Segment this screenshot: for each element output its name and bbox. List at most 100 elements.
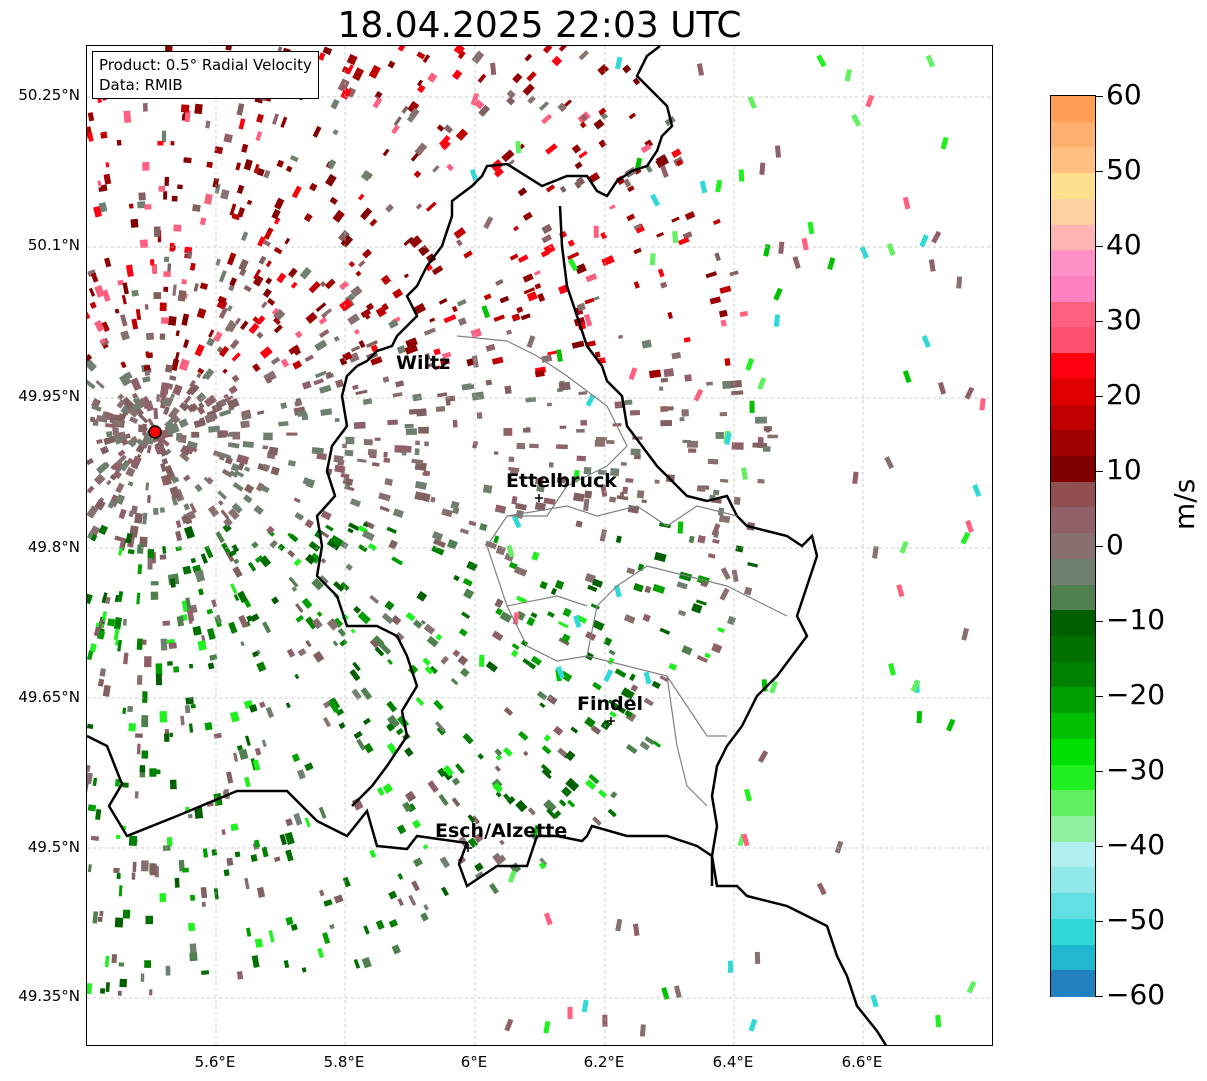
echo-cell [158,185,166,192]
echo-cell [89,416,96,423]
echo-cell [561,633,571,643]
echo-cell [393,116,402,126]
echo-cell [514,502,527,511]
echo-cell [495,791,502,798]
echo-cell [639,1024,646,1037]
echo-cell [363,438,373,446]
echo-cell [517,254,529,263]
colorbar-tick [1096,846,1103,847]
echo-cell [383,451,388,458]
echo-cell [455,128,469,141]
echo-cell [816,882,827,896]
echo-cell [541,354,553,363]
echo-cell [696,655,708,663]
echo-cell [643,697,654,707]
echo-cell [622,64,632,74]
echo-cell [412,393,423,402]
echo-cell [652,740,662,748]
echo-cell [232,566,243,578]
echo-cell [235,162,242,171]
echo-cell [88,287,96,297]
echo-cell [95,809,102,820]
echo-cell [462,578,473,587]
echo-cell [686,440,699,448]
echo-cell [433,348,441,356]
echo-cell [190,557,197,564]
echo-cell [98,202,108,213]
echo-cell [285,916,294,926]
echo-cell [436,725,446,736]
colorbar-band [1051,867,1095,894]
echo-cell [534,369,545,378]
echo-cell [585,393,596,407]
echo-cell [590,725,602,735]
echo-cell [738,169,745,182]
echo-cell [187,813,193,819]
echo-cell [320,408,333,417]
echo-cell [362,522,369,528]
echo-cell [350,285,363,298]
echo-cell [479,523,488,532]
echo-cell [870,994,879,1008]
echo-cell [550,587,558,596]
echo-cell [229,338,240,350]
echo-cell [485,379,493,386]
echo-cell [181,313,190,326]
echo-cell [534,477,544,485]
echo-cell [757,437,764,444]
colorbar-tick [1096,171,1103,172]
city-marker-icon [535,494,543,502]
echo-cell [265,706,275,719]
echo-cell [302,477,316,487]
echo-cell [356,458,367,463]
colorbar-band [1051,944,1095,971]
echo-cell [620,687,635,700]
echo-cell [495,754,503,761]
echo-cell [226,857,234,867]
echo-cell [896,584,905,598]
echo-cell [531,824,541,838]
colorbar-band [1051,353,1095,380]
echo-cell [445,395,456,402]
echo-cell [431,545,445,556]
echo-cell [90,272,99,283]
echo-cell [159,507,165,513]
echo-cell [259,701,266,709]
echo-cell [499,839,505,846]
echo-cell [649,253,656,266]
echo-cell [115,778,121,787]
echo-cell [658,522,671,529]
echo-cell [131,318,139,330]
echo-cell [164,256,170,263]
echo-cell [89,525,101,536]
echo-cell [671,216,680,223]
echo-cell [536,690,548,701]
colorbar-band [1051,790,1095,817]
echo-cell [193,283,199,292]
echo-cell [511,313,521,322]
lon-tick-label: 6.4°E [712,1053,754,1071]
echo-cell [166,423,180,436]
echo-cell [479,654,485,667]
echo-cell [503,706,514,716]
echo-cell [204,545,214,559]
echo-cell [320,558,327,564]
echo-cell [644,736,655,745]
echo-cell [119,978,128,988]
echo-cell [397,46,406,52]
lat-tick-label: 49.5°N [27,838,80,856]
echo-cell [190,894,196,901]
echo-cell [117,279,124,286]
echo-cell [205,120,211,129]
echo-cell [429,317,436,323]
colorbar-band [1051,481,1095,509]
echo-cell [284,237,291,245]
echo-cell [256,410,265,415]
echo-cell [215,614,222,624]
echo-cell [541,223,553,234]
colorbar-band [1051,250,1095,277]
echo-cell [293,812,303,826]
echo-cell [204,721,213,731]
echo-cell [556,444,568,450]
echo-cell [466,560,478,572]
